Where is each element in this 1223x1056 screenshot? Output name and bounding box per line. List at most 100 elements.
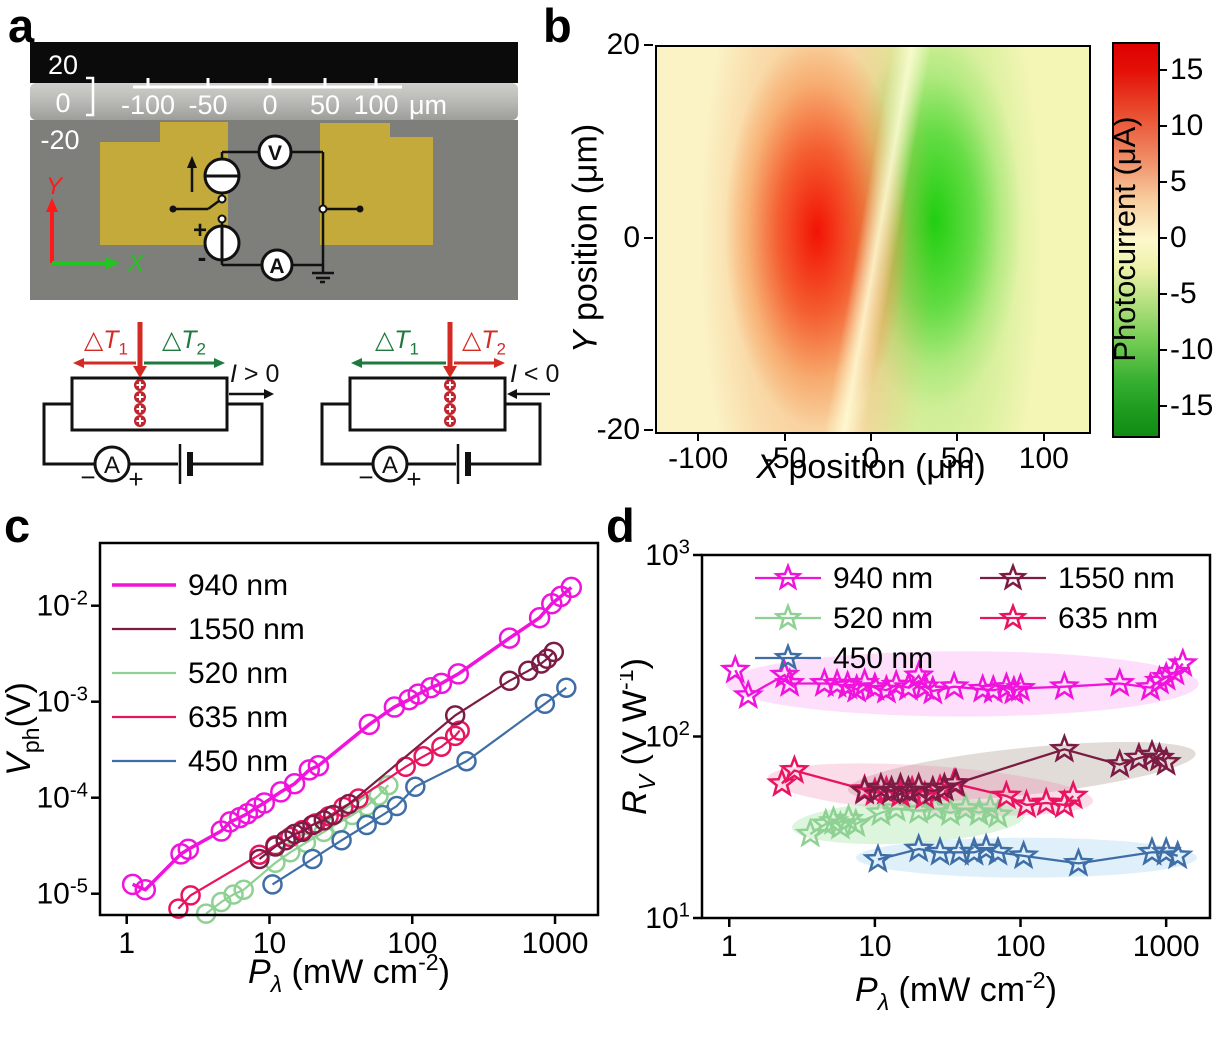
y-tick-label: -20	[596, 413, 640, 446]
data-point-star	[1166, 647, 1199, 678]
data-point-circle	[284, 823, 305, 845]
x-axis-title: Pλ (mW cm-2)	[855, 967, 1057, 1015]
schematic-circuit	[320, 376, 550, 484]
data-point-circle	[444, 705, 466, 726]
data-point-circle	[431, 736, 452, 757]
legend-sample-star	[998, 562, 1028, 591]
data-series-940-nm	[121, 576, 583, 901]
ruler-unit-label: μm	[409, 90, 447, 120]
voltmeter-icon	[257, 134, 293, 170]
data-point-star	[917, 774, 949, 805]
y-tick-label: 102	[645, 718, 690, 753]
data-series-1550-nm	[249, 641, 565, 870]
data-point-circle	[323, 804, 344, 826]
data-point-star	[928, 771, 961, 802]
data-point-circle	[233, 879, 254, 900]
schematic-negative-current: △T1 △T2 I < 0 A − +	[320, 322, 559, 492]
y-tick-label: 10-5	[36, 875, 88, 910]
legend-sample-star	[773, 562, 803, 591]
data-point-circle	[420, 676, 442, 699]
dt1-arrowhead	[351, 358, 362, 368]
ammeter-icon	[93, 445, 131, 483]
laser-arrowhead	[443, 366, 457, 378]
colorbar-tick-label: -5	[1170, 277, 1197, 310]
data-point-star	[1007, 839, 1040, 870]
data-point-circle	[405, 776, 426, 798]
data-point-circle	[249, 848, 270, 870]
data-point-star	[1057, 779, 1090, 810]
y-tick-mark	[644, 236, 653, 239]
data-series-1550-nm	[848, 732, 1182, 805]
data-point-circle	[280, 826, 301, 848]
x-tick-mark	[1042, 432, 1045, 441]
switch-contact	[217, 214, 227, 224]
data-point-star	[862, 842, 894, 873]
photocurrent-heatmap	[655, 45, 1091, 434]
yscale-20: 20	[48, 50, 78, 80]
legend-label: 450 nm	[833, 642, 933, 675]
ammeter-label: A	[269, 255, 284, 278]
dt2-label: △T2	[162, 326, 206, 359]
x-tick-label: 50	[940, 442, 975, 475]
y-tick-label: 10-2	[36, 587, 88, 622]
x-tick-mark	[956, 432, 959, 441]
data-point-circle	[536, 648, 558, 670]
ruler-tick-label: 0	[262, 90, 277, 120]
legend-label: 635 nm	[188, 701, 288, 734]
data-point-star	[938, 670, 970, 701]
plot-frame	[98, 541, 600, 917]
x-tick-mark	[783, 432, 786, 441]
current-sign-label: I > 0	[230, 360, 279, 388]
sem-micrograph: -100 -50 0 50 100 μm 20 0 -20 Y X	[30, 42, 518, 300]
circuit-components: V A + -	[169, 134, 364, 282]
y-tick-mark	[644, 44, 653, 46]
colorbar-tick-mark	[1158, 181, 1167, 183]
legend-label: 1550 nm	[1058, 562, 1175, 595]
data-point-star	[732, 679, 765, 709]
vacuum-background	[30, 42, 518, 83]
data-point-circle	[262, 874, 283, 895]
x-axis-arrowhead	[106, 257, 120, 269]
data-point-star	[1048, 670, 1081, 701]
x-axis-label: X	[127, 250, 145, 277]
right-electrode	[320, 123, 433, 245]
data-point-star	[1048, 732, 1081, 763]
data-point-star	[903, 771, 935, 802]
data-point-star	[1062, 846, 1095, 877]
data-point-circle	[407, 683, 429, 705]
data-point-circle	[223, 884, 244, 905]
ruler-labels: -100 -50 0 50 100 μm 20 0 -20	[40, 50, 447, 155]
data-point-circle	[499, 670, 520, 692]
data-point-star	[870, 673, 903, 704]
data-point-circle	[168, 898, 189, 919]
data-point-circle	[543, 641, 565, 663]
scale-ruler	[133, 78, 402, 89]
voltmeter-label: V	[268, 142, 282, 165]
laser-arrowhead	[133, 366, 147, 378]
data-point-star	[1104, 666, 1136, 697]
photovoltage-vs-power-chart: 1 10 100 1000 10-2 10-3 10-4 10-5 Pλ (mW cm-2) Vp…	[0, 541, 600, 997]
data-point-star	[982, 798, 1014, 829]
y-axis-label: Y	[46, 173, 64, 200]
legend-label: 520 nm	[188, 657, 288, 690]
data-point-circle	[556, 677, 577, 698]
ruler-tick-label: -100	[121, 90, 175, 120]
data-point-star	[919, 792, 952, 823]
data-point-star	[1150, 745, 1182, 776]
colorbar-tick-label: 5	[1170, 165, 1187, 198]
x-tick-label: -100	[668, 442, 729, 475]
data-series-450-nm	[862, 832, 1194, 877]
panel-b-label: b	[543, 0, 572, 52]
legend-sample-star	[773, 602, 803, 631]
y-tick-label: 10-3	[36, 683, 88, 718]
x-tick-label: 1	[721, 930, 738, 963]
legend-label: 520 nm	[833, 602, 933, 635]
data-point-star	[778, 753, 811, 784]
hot-spot-charges	[444, 379, 456, 427]
data-point-circle	[265, 836, 286, 857]
data-point-star	[1159, 655, 1191, 686]
data-point-star	[982, 835, 1014, 866]
data-point-star	[990, 779, 1023, 810]
colorbar-tick-label: 15	[1170, 53, 1204, 86]
left-electrode	[100, 122, 228, 245]
